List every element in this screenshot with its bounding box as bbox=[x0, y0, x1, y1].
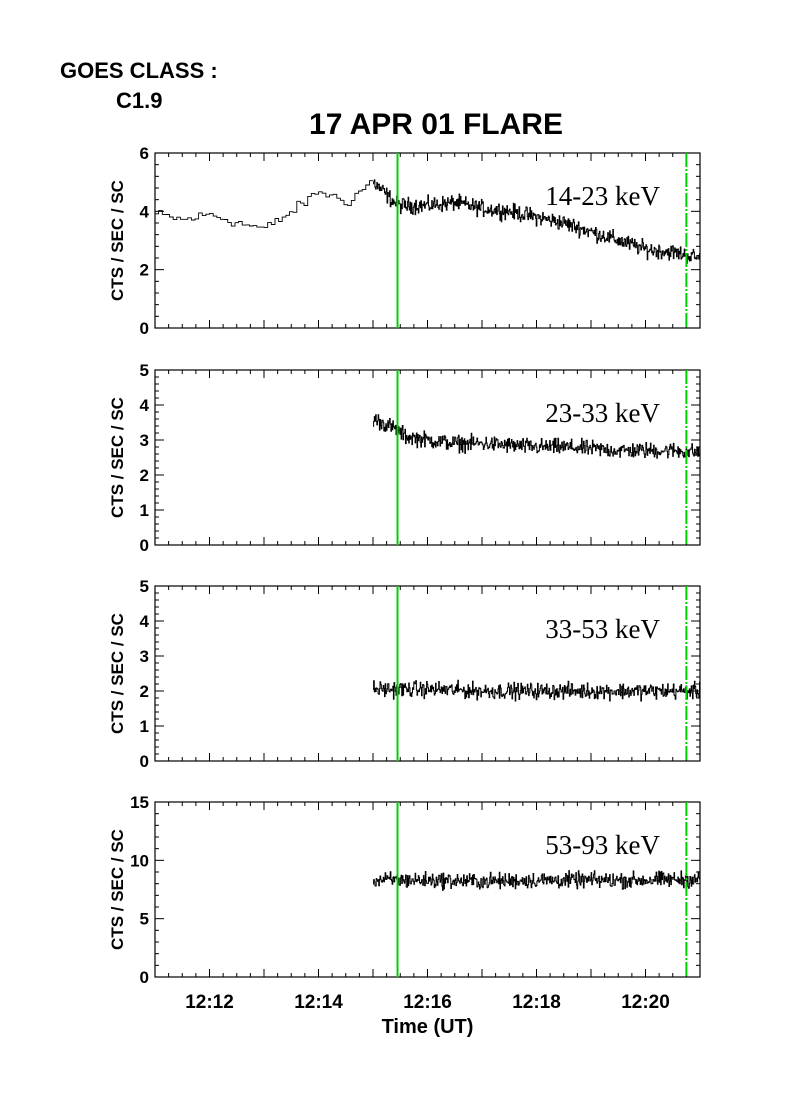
panel-frame bbox=[154, 801, 701, 978]
energy-band-label: 33-53 keV bbox=[545, 614, 660, 644]
y-tick-label: 1 bbox=[140, 717, 149, 736]
x-tick-label: 12:20 bbox=[621, 992, 670, 1013]
coarse-series-line bbox=[155, 180, 374, 228]
y-tick-label: 1 bbox=[140, 501, 149, 520]
y-tick-label: 2 bbox=[140, 682, 149, 701]
y-tick-label: 5 bbox=[140, 910, 149, 929]
fine-series-line bbox=[373, 679, 701, 702]
energy-band-label: 53-93 keV bbox=[545, 830, 660, 860]
y-tick-label: 10 bbox=[130, 851, 149, 870]
y-tick-label: 6 bbox=[140, 144, 149, 163]
goes-class-label: GOES CLASS : bbox=[60, 58, 218, 83]
y-tick-label: 0 bbox=[140, 968, 149, 987]
energy-band-label: 23-33 keV bbox=[545, 398, 660, 428]
y-tick-label: 4 bbox=[140, 612, 150, 631]
y-axis-label: CTS / SEC / SC bbox=[108, 829, 127, 950]
y-tick-label: 4 bbox=[140, 396, 150, 415]
y-tick-label: 0 bbox=[140, 536, 149, 555]
y-tick-label: 5 bbox=[140, 361, 149, 380]
panel-frame bbox=[154, 585, 701, 762]
fine-series-line bbox=[373, 414, 701, 459]
y-tick-label: 4 bbox=[140, 202, 150, 221]
x-axis-label: Time (UT) bbox=[382, 1016, 474, 1038]
x-tick-label: 12:16 bbox=[403, 992, 452, 1013]
x-tick-label: 12:12 bbox=[185, 992, 234, 1013]
panel-frame bbox=[154, 369, 701, 546]
y-tick-label: 0 bbox=[140, 752, 149, 771]
y-axis-label: CTS / SEC / SC bbox=[108, 397, 127, 518]
chart-title: 17 APR 01 FLARE bbox=[309, 108, 563, 141]
y-axis-label: CTS / SEC / SC bbox=[108, 180, 127, 301]
energy-band-label: 14-23 keV bbox=[545, 181, 660, 211]
y-tick-label: 0 bbox=[140, 319, 149, 338]
y-tick-label: 2 bbox=[140, 261, 149, 280]
goes-class-value: C1.9 bbox=[116, 88, 163, 113]
x-tick-label: 12:14 bbox=[294, 992, 343, 1013]
y-tick-label: 2 bbox=[140, 466, 149, 485]
y-tick-label: 15 bbox=[130, 793, 149, 812]
y-tick-label: 5 bbox=[140, 577, 149, 596]
x-tick-label: 12:18 bbox=[512, 992, 561, 1013]
fine-series-line bbox=[373, 870, 701, 891]
fine-series-line bbox=[373, 179, 701, 264]
y-axis-label: CTS / SEC / SC bbox=[108, 613, 127, 734]
y-tick-label: 3 bbox=[140, 647, 149, 666]
y-tick-label: 3 bbox=[140, 431, 149, 450]
